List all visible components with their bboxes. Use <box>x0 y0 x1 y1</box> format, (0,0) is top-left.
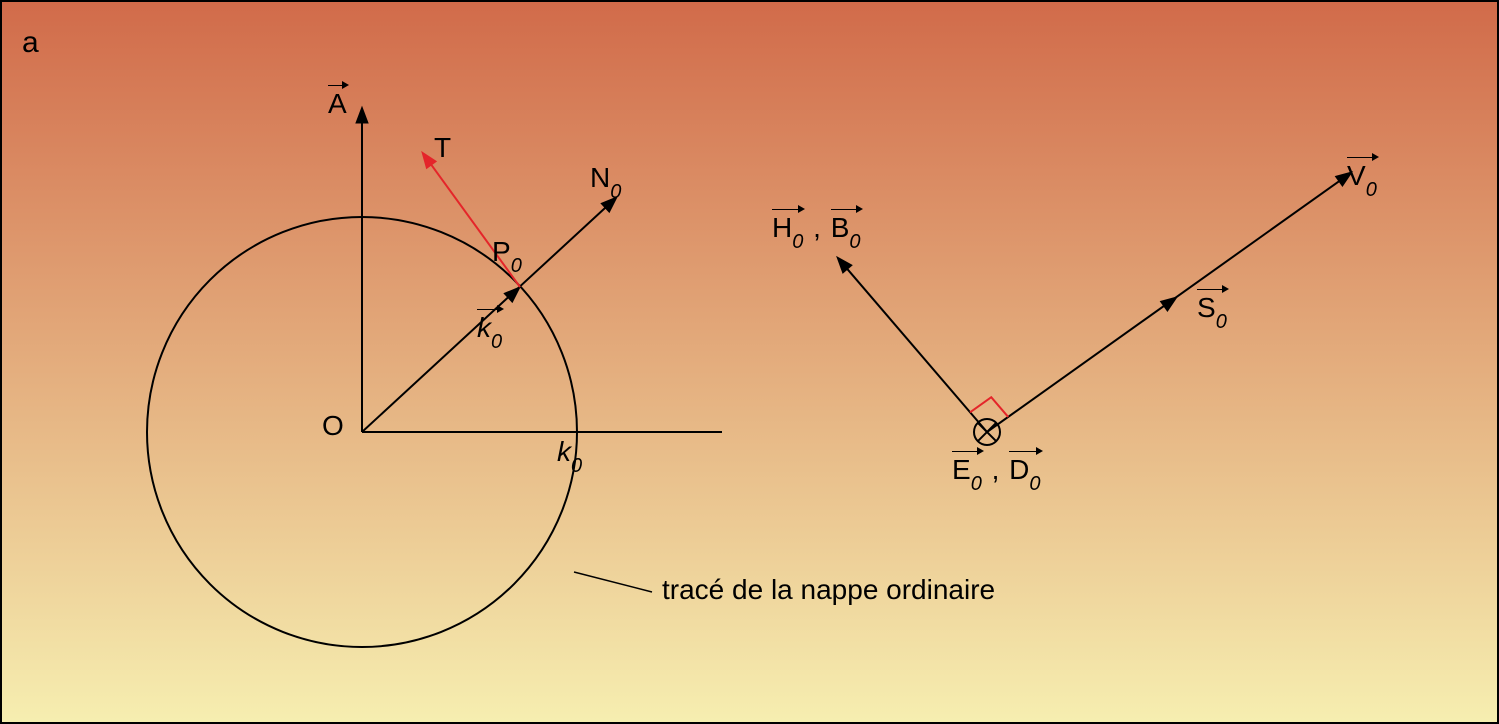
panel-label: a <box>22 26 39 60</box>
label-T: T <box>434 132 451 164</box>
diagram-canvas: a A T N0 P0 k0 O k0 tracé de la nappe or… <box>0 0 1499 724</box>
label-E0-D0: E0 , D0 <box>952 454 1041 492</box>
label-P0: P0 <box>492 236 522 274</box>
label-O: O <box>322 410 344 442</box>
label-V0: V0 <box>1347 160 1377 198</box>
label-A-vector: A <box>328 88 347 120</box>
diagram-svg <box>2 2 1499 724</box>
label-N0: N0 <box>590 162 621 200</box>
label-k0-axis: k0 <box>557 436 582 474</box>
caption-nappe-ordinaire: tracé de la nappe ordinaire <box>662 574 995 606</box>
label-H0-B0: H0 , B0 <box>772 212 861 250</box>
label-k0-vector: k0 <box>477 312 502 350</box>
label-S0: S0 <box>1197 292 1227 330</box>
